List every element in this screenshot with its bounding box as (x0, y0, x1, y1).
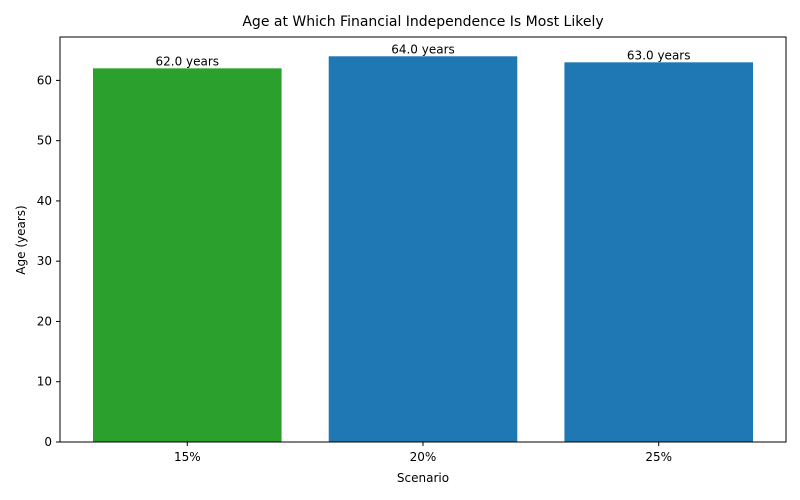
value-label: 63.0 years (627, 48, 691, 62)
x-tick-label: 25% (645, 450, 672, 464)
bar (564, 62, 753, 442)
y-axis-label: Age (years) (14, 205, 28, 274)
x-axis-label: Scenario (397, 471, 449, 485)
chart-title: Age at Which Financial Independence Is M… (242, 14, 603, 30)
y-tick-label: 0 (44, 435, 52, 449)
y-tick-label: 60 (37, 73, 52, 87)
value-label: 62.0 years (156, 54, 220, 68)
value-label: 64.0 years (391, 42, 455, 56)
x-tick-label: 15% (174, 450, 201, 464)
y-tick-label: 10 (37, 375, 52, 389)
y-tick-label: 20 (37, 314, 52, 328)
y-tick-label: 30 (37, 254, 52, 268)
bar (93, 68, 282, 442)
plot-frame (59, 36, 787, 443)
bar (328, 56, 518, 443)
y-tick-label: 50 (37, 134, 52, 148)
y-tick-label: 40 (37, 194, 52, 208)
x-tick-label: 20% (410, 450, 437, 464)
